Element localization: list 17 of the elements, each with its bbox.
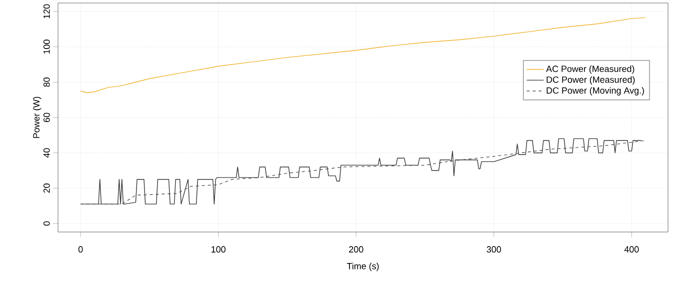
x-tick-label: 100 (212, 246, 226, 253)
y-tick-label: 0 (43, 221, 50, 226)
x-tick-label: 300 (486, 246, 502, 253)
y-tick-label: 40 (43, 148, 50, 158)
y-tick-label: 120 (43, 4, 50, 18)
legend-label: AC Power (Measured) (546, 65, 634, 74)
y-axis-title: Power (W) (32, 96, 42, 138)
y-tick-label: 20 (43, 184, 50, 193)
y-tick-label: 100 (43, 40, 50, 54)
x-tick-label: 200 (349, 246, 364, 253)
x-tick-label: 0 (78, 246, 83, 253)
legend-label: DC Power (Moving Avg.) (546, 87, 644, 96)
legend-label: DC Power (Measured) (546, 76, 635, 85)
x-axis-title: Time (s) (346, 262, 379, 272)
y-tick-label: 80 (43, 78, 50, 87)
y-tick-label: 60 (43, 112, 50, 122)
x-tick-label: 400 (624, 246, 639, 253)
